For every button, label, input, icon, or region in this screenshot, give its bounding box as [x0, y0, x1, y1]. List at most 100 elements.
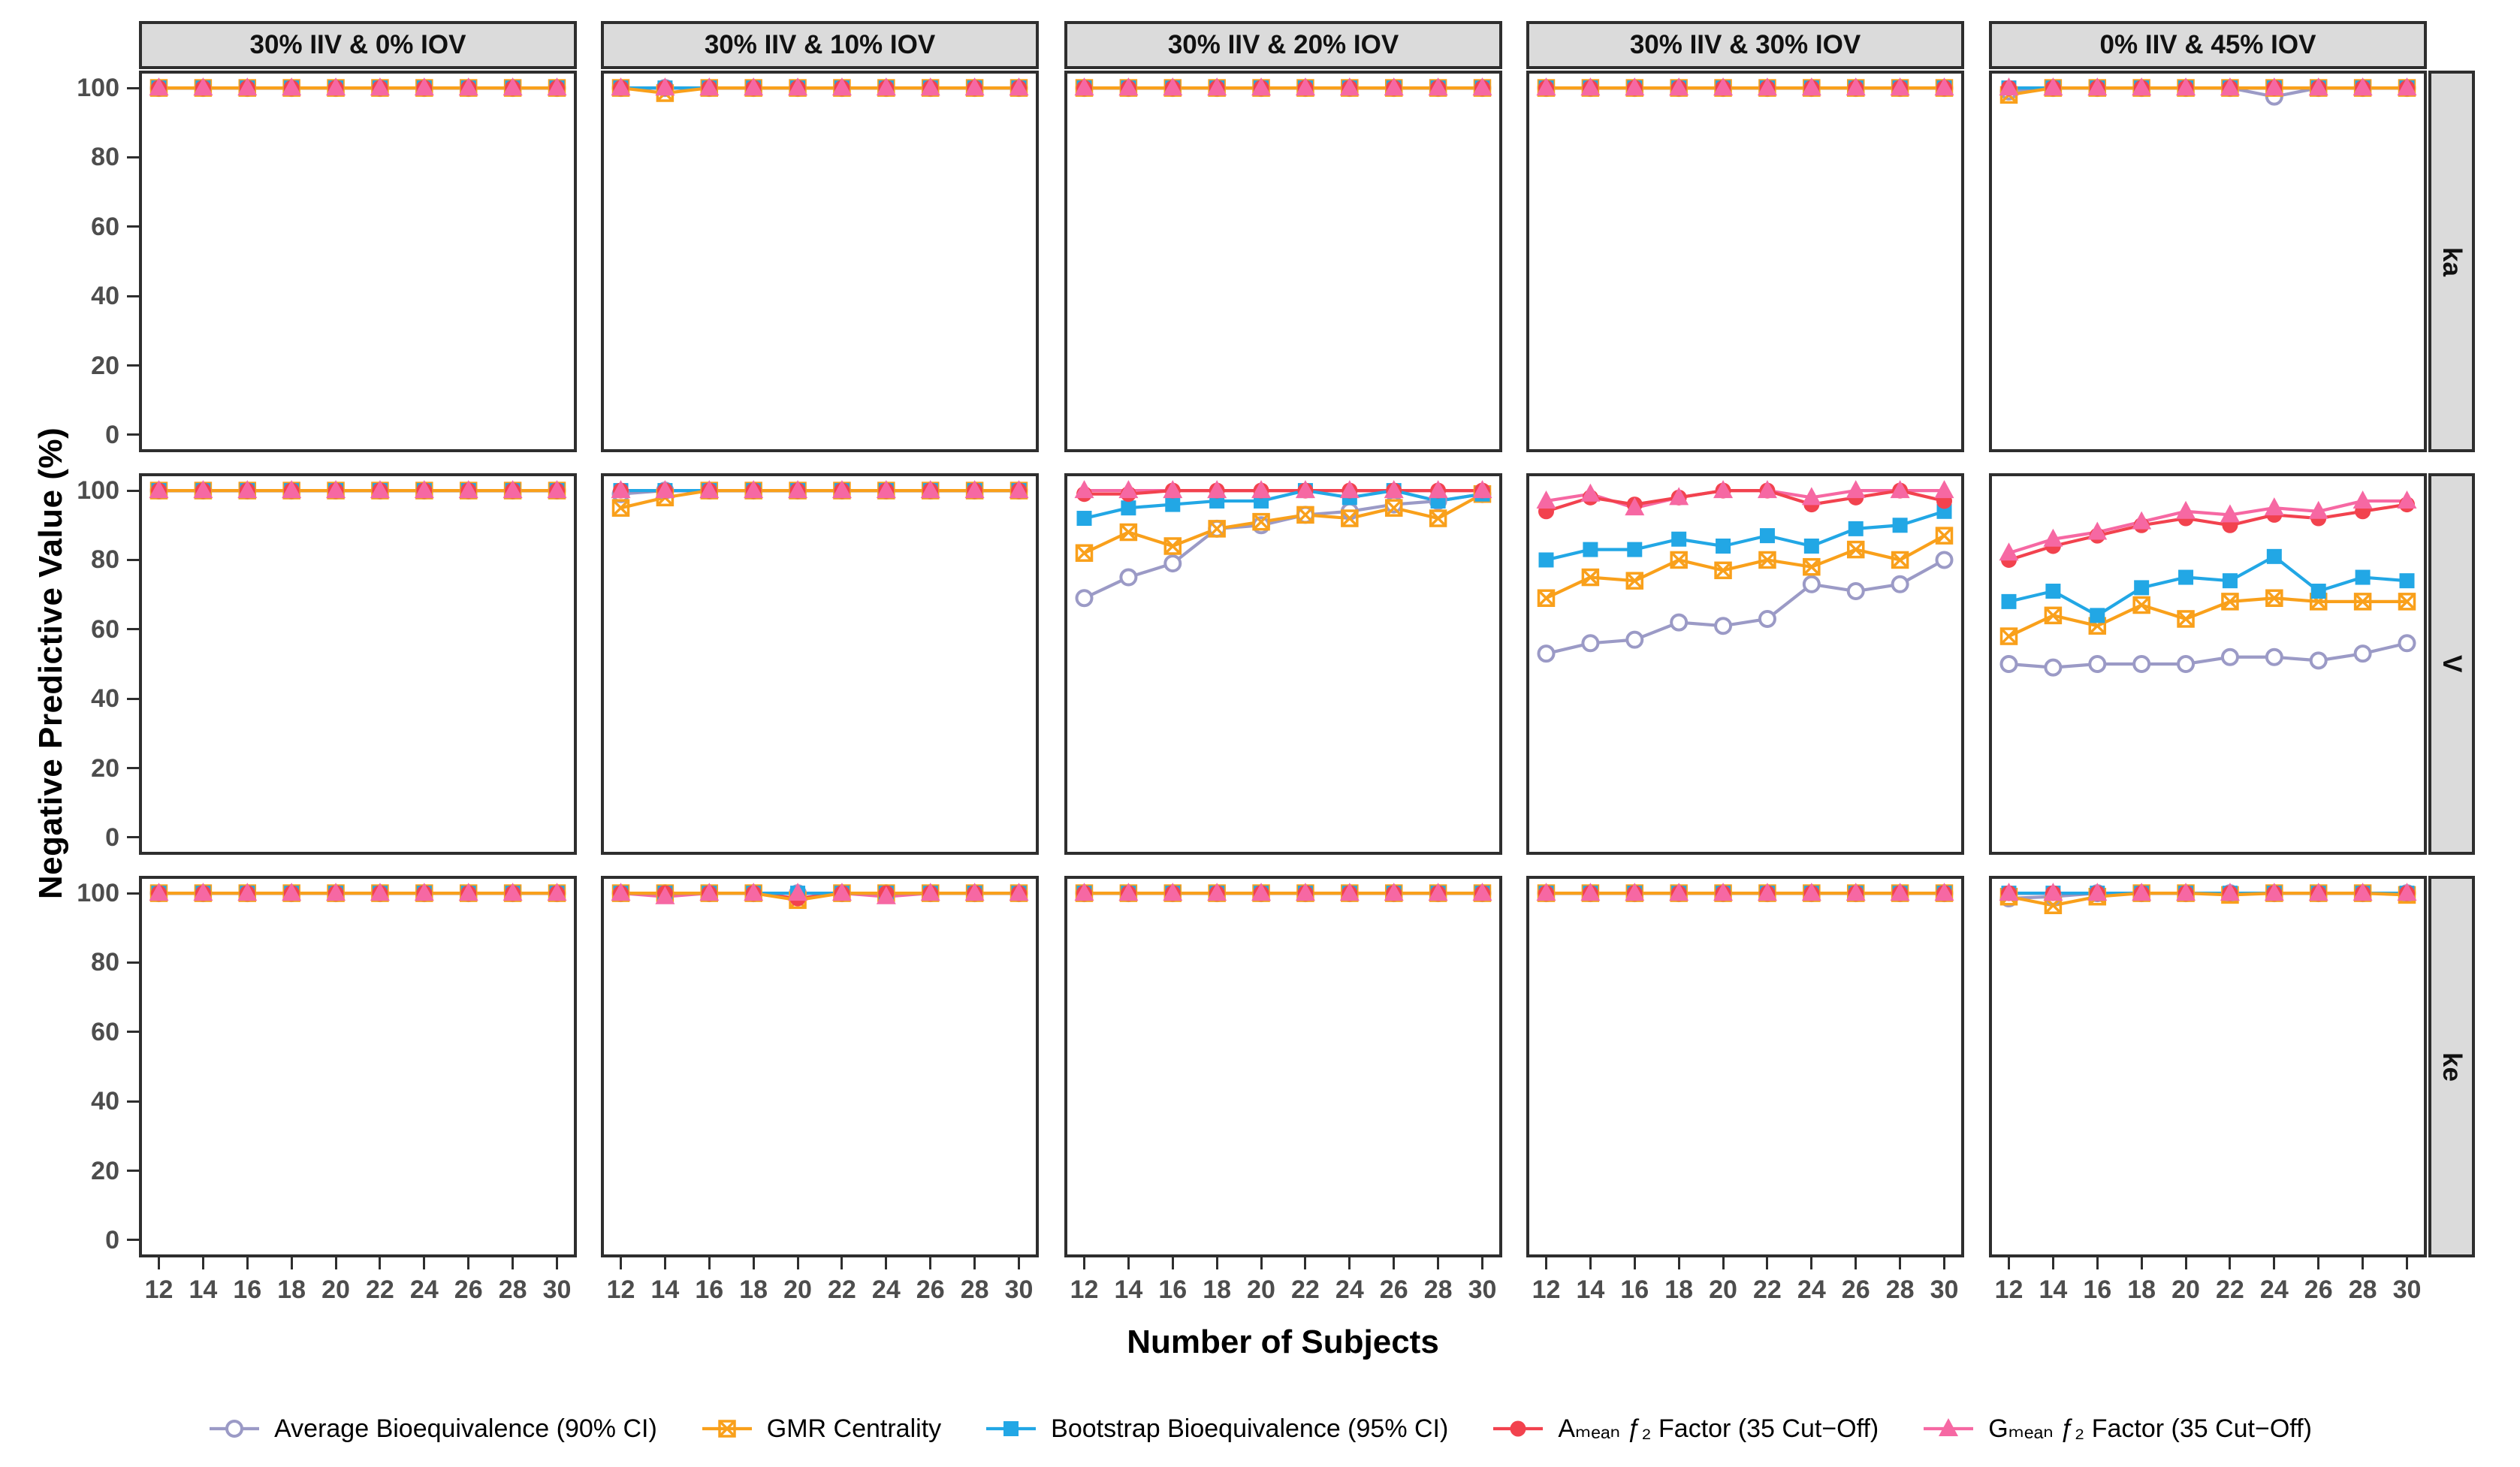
marker-gmean [193, 883, 213, 901]
legend-marker-triangle [1924, 1418, 1974, 1436]
marker-gmean [502, 480, 523, 499]
marker-gmean [1472, 480, 1492, 499]
marker-gmr [1537, 589, 1556, 608]
marker-gmean [2397, 490, 2417, 509]
marker-gmean [458, 480, 478, 499]
panel-ke-3 [1064, 876, 1502, 1257]
marker-gmean [458, 883, 478, 901]
y-tick-mark [127, 558, 139, 561]
marker-gmean [1118, 77, 1139, 96]
marker-gmean [1251, 480, 1272, 499]
marker-gmean [1339, 883, 1360, 901]
x-tick-label: 28 [498, 1275, 527, 1304]
legend-item-gmr: GMR Centrality [701, 1414, 941, 1444]
y-tick-label: 60 [91, 212, 119, 241]
x-tick-mark [1899, 1257, 1902, 1269]
x-tick-label: 16 [695, 1275, 724, 1304]
marker-gmean [1580, 883, 1601, 901]
facet-column-header: 30% IIV & 20% IOV [1064, 21, 1502, 69]
marker-abe [1758, 609, 1776, 628]
marker-gmean [326, 480, 346, 499]
x-tick-label: 14 [650, 1275, 680, 1304]
marker-gmr [1891, 551, 1909, 569]
marker-gmean [2087, 883, 2108, 901]
marker-boot [1627, 542, 1643, 557]
x-tick-mark [512, 1257, 515, 1269]
marker-gmean [237, 77, 258, 96]
x-tick-mark [1677, 1257, 1680, 1269]
x-tick-label: 22 [1291, 1275, 1320, 1304]
x-tick-label: 30 [542, 1275, 572, 1304]
panel-ke-2 [601, 876, 1039, 1257]
marker-gmean [1934, 77, 1954, 96]
marker-gmean [370, 883, 390, 901]
marker-gmean [2132, 511, 2152, 530]
x-tick-label: 12 [1532, 1275, 1561, 1304]
marker-gmean [744, 883, 764, 901]
marker-abe [2132, 655, 2151, 673]
panel-canvas [1536, 480, 1954, 663]
x-tick-label: 18 [1203, 1275, 1232, 1304]
marker-gmean [2264, 77, 2284, 96]
x-tick-mark [1348, 1257, 1351, 1269]
x-tick-label: 30 [1468, 1275, 1497, 1304]
series-line-boot [1082, 488, 1484, 521]
marker-gmr [2398, 593, 2416, 611]
y-tick-label: 40 [91, 684, 119, 714]
x-tick-mark [929, 1257, 932, 1269]
marker-gmean [1536, 490, 1556, 509]
y-tick-mark [127, 961, 139, 964]
marker-gmean [2132, 883, 2152, 901]
x-tick-mark [467, 1257, 470, 1269]
marker-gmean [1163, 480, 1183, 499]
marker-gmean [1295, 77, 1315, 96]
x-tick-mark [334, 1257, 337, 1269]
marker-gmr [1625, 572, 1644, 590]
marker-gmean [876, 77, 896, 96]
x-tick-label: 24 [1335, 1275, 1364, 1304]
marker-gmean [414, 77, 434, 96]
legend-marker-cross-square [702, 1420, 752, 1438]
x-tick-mark [379, 1257, 382, 1269]
marker-abe [1846, 582, 1865, 601]
marker-gmean [2353, 490, 2373, 509]
legend: Average Bioequivalence (90% CI) GMR Centr… [0, 1399, 2520, 1459]
x-tick-mark [158, 1257, 160, 1269]
marker-gmean [1713, 883, 1734, 901]
marker-abe [1714, 617, 1733, 635]
marker-gmean [876, 480, 896, 499]
marker-gmr [1935, 527, 1954, 545]
x-tick-mark [2008, 1257, 2010, 1269]
marker-gmr [1581, 568, 1600, 587]
x-tick-mark [423, 1257, 426, 1269]
x-tick-label: 14 [189, 1275, 218, 1304]
marker-gmean [744, 77, 764, 96]
marker-gmean [831, 480, 852, 499]
marker-boot [1583, 542, 1598, 557]
x-tick-label: 18 [1664, 1275, 1694, 1304]
legend-item-gmean: Gₘₑₐₙ ƒ₂ Factor (35 Cut−Off) [1922, 1414, 2312, 1444]
marker-abe [1625, 630, 1644, 649]
y-tick-mark [127, 86, 139, 89]
y-tick-mark [127, 836, 139, 839]
facet-row-strip-label: V [2437, 655, 2467, 673]
y-tick-mark [127, 433, 139, 436]
marker-gmean [2220, 77, 2240, 96]
marker-gmean [2176, 500, 2196, 519]
marker-gmean [1801, 77, 1821, 96]
legend-item-boot: Bootstrap Bioequivalence (95% CI) [985, 1414, 1448, 1444]
marker-gmean [2397, 77, 2417, 96]
marker-gmean [1934, 883, 1954, 901]
marker-gmean [1757, 77, 1777, 96]
marker-gmean [326, 77, 346, 96]
marker-abe [1935, 551, 1954, 569]
marker-gmean [1536, 883, 1556, 901]
marker-gmean [1207, 480, 1227, 499]
x-tick-mark [2406, 1257, 2408, 1269]
x-tick-label: 24 [871, 1275, 901, 1304]
series-line-abe [1082, 492, 1484, 600]
marker-gmean [1845, 480, 1866, 499]
x-tick-mark [1215, 1257, 1218, 1269]
marker-gmr [2265, 589, 2283, 608]
marker-gmr [2221, 593, 2239, 611]
